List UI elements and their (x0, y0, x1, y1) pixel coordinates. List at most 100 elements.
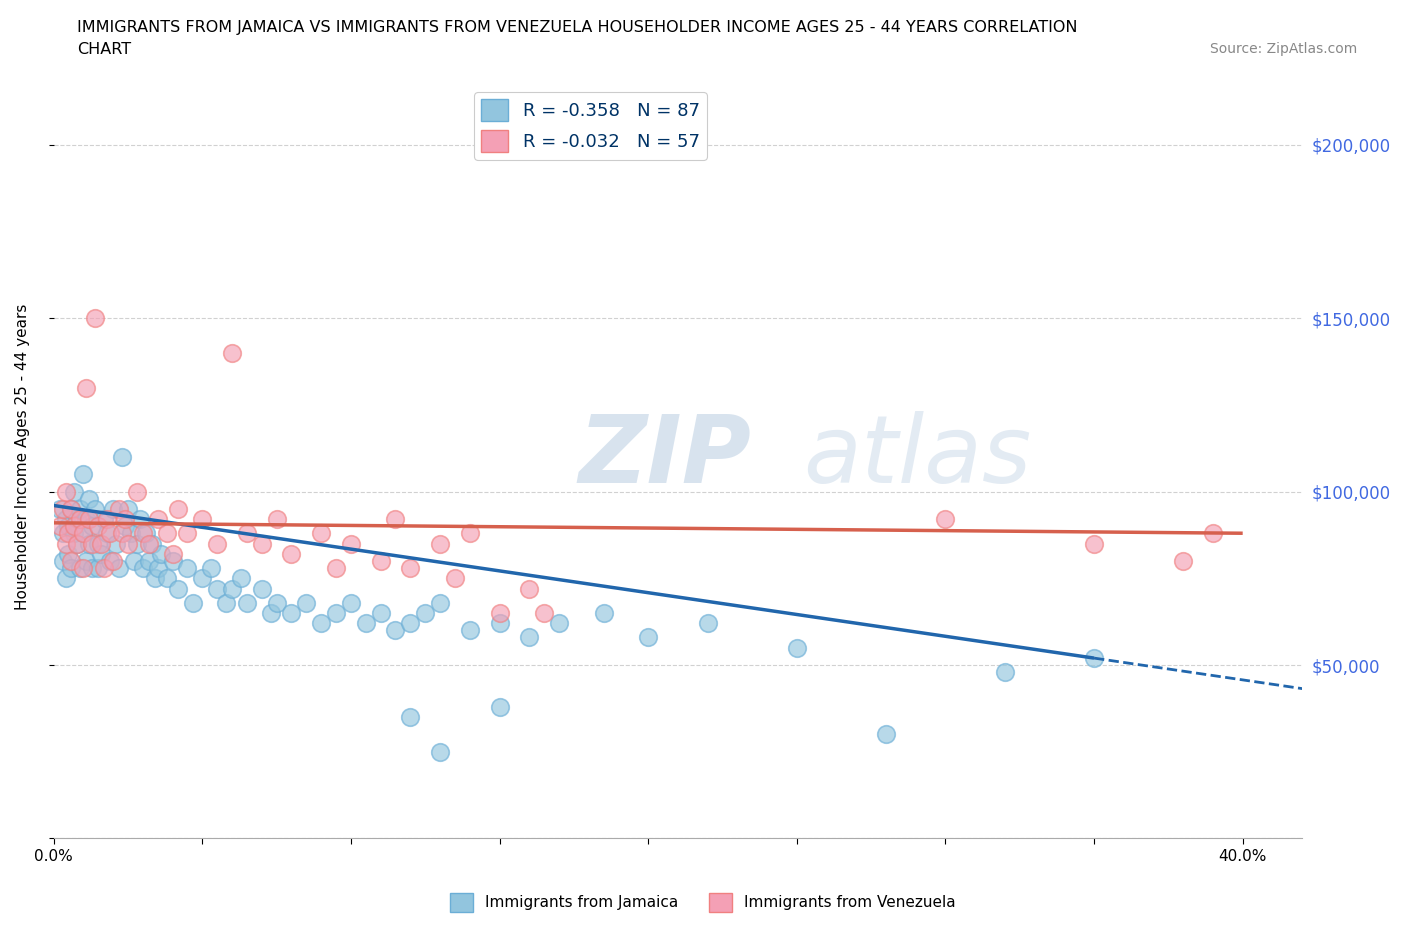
Point (340, 595, 363, 610)
Point (183, 595, 205, 610)
Point (98, 553, 121, 568)
Point (75, 512, 97, 526)
Point (280, 605, 302, 620)
Point (266, 595, 288, 610)
Point (146, 512, 169, 526)
Point (111, 449, 134, 464)
Point (87, 519, 110, 534)
Point (66, 512, 89, 526)
Point (90, 547, 112, 562)
Point (236, 525, 259, 540)
Point (429, 744, 451, 759)
Point (167, 501, 190, 516)
Point (370, 605, 392, 620)
Point (384, 512, 406, 526)
Point (786, 640, 808, 655)
Point (696, 616, 718, 631)
Point (51, 501, 73, 516)
Point (72, 561, 94, 576)
Point (1202, 525, 1225, 540)
Point (146, 561, 169, 576)
Point (875, 727, 897, 742)
Point (309, 616, 332, 631)
Legend: R = -0.358   N = 87, R = -0.032   N = 57: R = -0.358 N = 87, R = -0.032 N = 57 (474, 92, 707, 160)
Point (111, 525, 134, 540)
Point (250, 581, 273, 596)
Point (48, 501, 70, 516)
Point (141, 537, 163, 551)
Point (98, 525, 121, 540)
Point (399, 710, 422, 724)
Point (63, 525, 86, 540)
Point (108, 501, 131, 516)
Point (162, 553, 184, 568)
Point (84, 311, 107, 325)
Point (191, 512, 214, 526)
Point (517, 581, 540, 596)
Point (79, 491, 101, 506)
Point (63, 485, 86, 499)
Point (93, 512, 115, 526)
Point (82, 519, 104, 534)
Point (325, 605, 347, 620)
Point (58, 525, 80, 540)
Point (176, 525, 198, 540)
Point (72, 525, 94, 540)
Point (82, 561, 104, 576)
Point (87, 537, 110, 551)
Point (488, 605, 510, 620)
Point (132, 525, 155, 540)
Point (79, 512, 101, 526)
Point (69, 512, 91, 526)
Point (236, 595, 259, 610)
Point (75, 380, 97, 395)
Point (105, 537, 128, 551)
Point (55, 537, 77, 551)
Point (135, 525, 157, 540)
Point (399, 561, 422, 576)
Point (429, 537, 451, 551)
Text: IMMIGRANTS FROM JAMAICA VS IMMIGRANTS FROM VENEZUELA HOUSEHOLDER INCOME AGES 25 : IMMIGRANTS FROM JAMAICA VS IMMIGRANTS FR… (77, 20, 1078, 35)
Point (90, 537, 112, 551)
Point (295, 595, 318, 610)
Point (96, 512, 118, 526)
Point (340, 537, 363, 551)
Text: Source: ZipAtlas.com: Source: ZipAtlas.com (1209, 42, 1357, 56)
Legend: Immigrants from Jamaica, Immigrants from Venezuela: Immigrants from Jamaica, Immigrants from… (444, 887, 962, 918)
Point (429, 595, 451, 610)
Point (58, 519, 80, 534)
Point (63, 519, 86, 534)
Point (87, 561, 110, 576)
Point (259, 605, 281, 620)
Point (55, 571, 77, 586)
Point (79, 537, 101, 551)
Point (458, 525, 481, 540)
Point (51, 553, 73, 568)
Point (221, 345, 243, 360)
Point (82, 537, 104, 551)
Point (221, 581, 243, 596)
Text: atlas: atlas (803, 411, 1031, 502)
Point (280, 547, 302, 562)
Point (205, 537, 228, 551)
Point (125, 537, 148, 551)
Point (55, 485, 77, 499)
Point (120, 525, 142, 540)
Point (138, 537, 160, 551)
Point (250, 537, 273, 551)
Point (176, 561, 198, 576)
Point (143, 571, 166, 586)
Point (101, 501, 124, 516)
Point (101, 553, 124, 568)
Point (592, 605, 614, 620)
Point (444, 571, 467, 586)
Point (132, 561, 155, 576)
Point (66, 537, 89, 551)
Point (266, 512, 288, 526)
Point (55, 512, 77, 526)
Point (517, 630, 540, 644)
Point (200, 561, 222, 576)
Point (60, 561, 83, 576)
Point (384, 623, 406, 638)
Point (205, 581, 228, 596)
